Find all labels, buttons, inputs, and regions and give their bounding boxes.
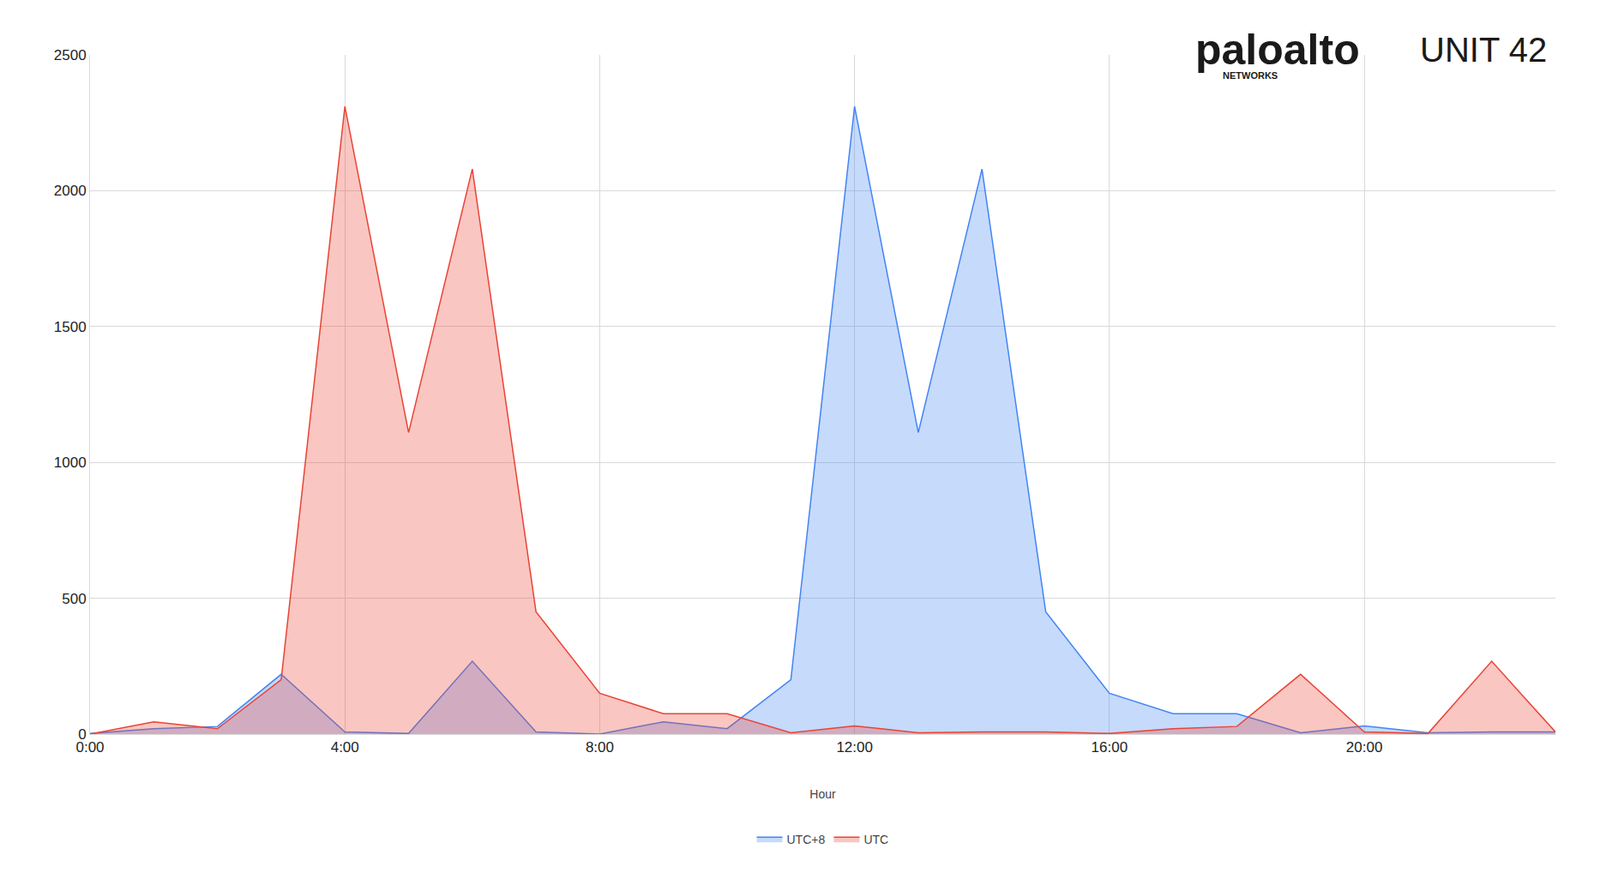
svg-text:4:00: 4:00 bbox=[330, 739, 360, 756]
svg-text:0:00: 0:00 bbox=[75, 739, 104, 756]
svg-text:16:00: 16:00 bbox=[1091, 739, 1129, 756]
svg-text:2500: 2500 bbox=[54, 47, 87, 64]
svg-text:paloalto: paloalto bbox=[1195, 25, 1360, 74]
svg-text:UTC: UTC bbox=[863, 832, 889, 847]
svg-text:Hour: Hour bbox=[809, 787, 837, 801]
svg-text:NETWORKS: NETWORKS bbox=[1222, 70, 1278, 81]
svg-text:8:00: 8:00 bbox=[585, 739, 614, 756]
svg-text:1000: 1000 bbox=[54, 454, 87, 471]
svg-text:20:00: 20:00 bbox=[1346, 739, 1384, 756]
svg-text:UNIT 42: UNIT 42 bbox=[1419, 30, 1547, 69]
svg-text:1500: 1500 bbox=[54, 318, 87, 336]
svg-text:UTC+8: UTC+8 bbox=[787, 832, 826, 847]
svg-text:2000: 2000 bbox=[54, 182, 87, 199]
svg-text:500: 500 bbox=[61, 590, 86, 608]
svg-text:0: 0 bbox=[78, 726, 86, 743]
svg-text:12:00: 12:00 bbox=[836, 739, 873, 756]
